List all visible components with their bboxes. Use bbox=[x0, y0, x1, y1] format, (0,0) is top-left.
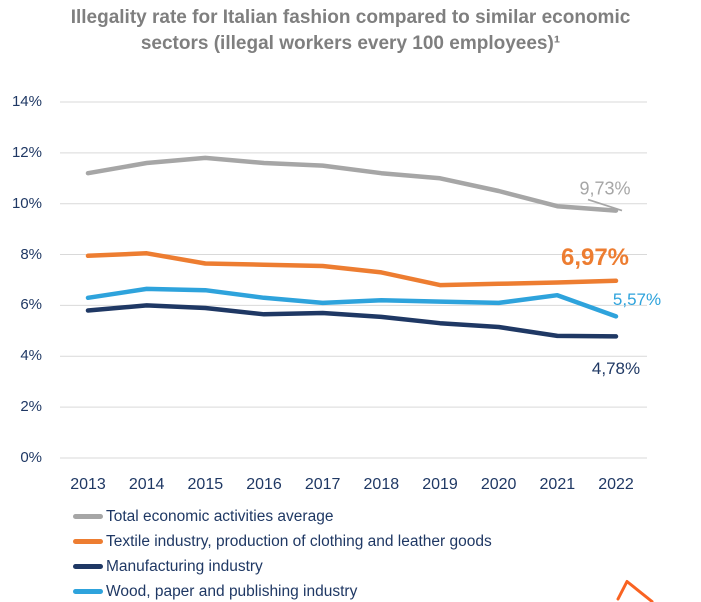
series-end-label: 9,73% bbox=[579, 178, 631, 199]
series-line-0 bbox=[85, 155, 619, 213]
legend-item-label: Textile industry, production of clothing… bbox=[106, 532, 492, 550]
x-axis-tick-label: 2015 bbox=[187, 476, 224, 493]
x-axis-tick-label: 2014 bbox=[128, 476, 165, 493]
legend-item: Total economic activities average bbox=[73, 504, 492, 529]
x-axis-tick-label: 2020 bbox=[480, 476, 517, 493]
legend: Total economic activities average Textile… bbox=[73, 504, 492, 602]
y-axis-tick-label: 0% bbox=[20, 449, 42, 466]
x-axis-tick-label: 2018 bbox=[363, 476, 400, 493]
legend-item: Manufacturing industry bbox=[73, 554, 492, 579]
x-axis-tick-label: 2013 bbox=[70, 476, 106, 493]
y-axis-tick-label: 2% bbox=[20, 398, 42, 416]
legend-item: Wood, paper and publishing industry bbox=[73, 579, 492, 602]
y-axis-tick-label: 4% bbox=[20, 347, 42, 365]
x-axis-tick-label: 2021 bbox=[539, 476, 576, 493]
series-end-label: 4,78% bbox=[591, 359, 641, 379]
chart-title: Illegality rate for Italian fashion comp… bbox=[70, 7, 631, 54]
legend-item: Textile industry, production of clothing… bbox=[73, 529, 492, 554]
label-leader-line bbox=[587, 198, 623, 212]
series-line-3 bbox=[85, 286, 619, 319]
series-line-1 bbox=[85, 251, 619, 288]
x-axis-tick-label: 2019 bbox=[422, 476, 458, 493]
legend-item-label: Manufacturing industry bbox=[106, 557, 263, 575]
x-axis-tick-label: 2016 bbox=[246, 476, 282, 493]
y-axis-tick-label: 14% bbox=[11, 92, 42, 110]
y-axis-tick-label: 12% bbox=[11, 143, 42, 161]
x-axis-tick-label: 2022 bbox=[598, 476, 634, 493]
y-axis-tick-label: 6% bbox=[20, 296, 42, 314]
y-axis-tick-label: 10% bbox=[11, 194, 42, 212]
legend-swatch-icon bbox=[73, 589, 103, 594]
series-line-2 bbox=[85, 303, 619, 339]
x-axis-tick-label: 2017 bbox=[304, 476, 341, 493]
legend-item-label: Total economic activities average bbox=[106, 507, 334, 525]
series-end-label: 5,57% bbox=[612, 290, 662, 310]
legend-item-label: Wood, paper and publishing industry bbox=[106, 582, 358, 600]
legend-swatch-icon bbox=[73, 539, 103, 544]
legend-swatch-icon bbox=[73, 564, 103, 569]
legend-swatch-icon bbox=[73, 514, 103, 519]
series-end-label: 6,97% bbox=[560, 243, 630, 271]
y-axis-tick-label: 8% bbox=[20, 245, 42, 263]
